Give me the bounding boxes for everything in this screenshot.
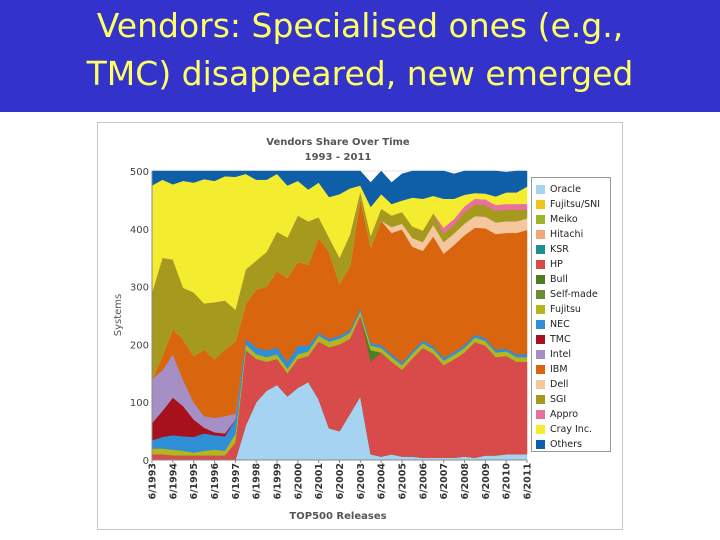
chart-subtitle: 1993 - 2011 [305,152,372,163]
y-tick-label: 400 [130,225,149,236]
legend-label: Cray Inc. [550,424,593,435]
x-tick-label: 6/2005 [398,463,409,500]
legend-label: NEC [550,319,570,330]
legend-swatch [536,305,545,314]
legend-swatch [536,230,545,239]
chart-legend: Oracle Fujitsu/SNI Meiko Hitachi KSR HP Bull Se… [531,177,611,452]
slide-header: Vendors: Specialised ones (e.g., TMC) di… [0,0,720,112]
legend-label: Oracle [550,184,581,195]
legend-swatch [536,410,545,419]
legend-swatch [536,320,545,329]
legend-label: Bull [550,274,568,285]
legend-swatch [536,185,545,194]
legend-label: Meiko [550,214,578,225]
y-tick-label: 0 [143,456,149,467]
legend-swatch [536,350,545,359]
legend-swatch [536,215,545,224]
legend-swatch [536,260,545,269]
x-tick-label: 6/1993 [148,463,159,500]
legend-swatch [536,395,545,404]
chart-title: Vendors Share Over Time [266,137,410,148]
legend-label: HP [550,259,563,270]
legend-swatch [536,335,545,344]
x-tick-label: 6/1994 [168,463,179,500]
legend-label: SGI [550,394,567,405]
x-tick-label: 6/2010 [502,463,513,500]
x-tick-label: 6/2011 [523,463,534,500]
legend-label: IBM [550,364,568,375]
x-tick-label: 6/1996 [210,463,221,500]
legend-swatch [536,275,545,284]
legend-label: Others [550,439,582,450]
legend-swatch [536,200,545,209]
x-tick-label: 6/2003 [356,463,367,500]
y-axis-title: Systems [113,294,124,337]
legend-label: Self-made [550,289,598,300]
x-tick-label: 6/2004 [377,463,388,500]
slide-title-line-2: TMC) disappeared, new emerged [86,54,634,93]
legend-label: Appro [550,409,579,420]
x-tick-label: 6/2007 [439,463,450,500]
x-tick-label: 6/2006 [418,463,429,500]
area-series-others [151,170,528,208]
legend-swatch [536,365,545,374]
x-tick-label: 6/1997 [231,463,242,500]
x-tick-label: 6/2001 [314,463,325,500]
legend-label: TMC [550,334,571,345]
legend-swatch [536,380,545,389]
legend-label: Hitachi [550,229,584,240]
legend-label: Fujitsu/SNI [550,199,601,210]
legend-swatch [536,425,545,434]
legend-label: Dell [550,379,569,390]
y-tick-label: 100 [130,398,149,409]
legend-label: Intel [550,349,572,360]
x-tick-label: 6/2008 [460,463,471,500]
x-tick-label: 6/1995 [189,463,200,500]
x-axis-title: TOP500 Releases [289,511,386,522]
legend-swatch [536,245,545,254]
legend-swatch [536,290,545,299]
x-tick-label: 6/1999 [273,463,284,500]
x-tick-label: 6/2009 [481,463,492,500]
y-tick-label: 200 [130,340,149,351]
y-tick-label: 300 [130,283,149,294]
legend-label: KSR [550,244,569,255]
slide-title-line-1: Vendors: Specialised ones (e.g., [96,6,624,45]
legend-label: Fujitsu [550,304,581,315]
x-tick-label: 6/1998 [252,463,263,500]
x-tick-label: 6/2000 [293,463,304,500]
x-tick-label: 6/2002 [335,463,346,500]
y-tick-label: 500 [130,167,149,178]
legend-swatch [536,440,545,449]
